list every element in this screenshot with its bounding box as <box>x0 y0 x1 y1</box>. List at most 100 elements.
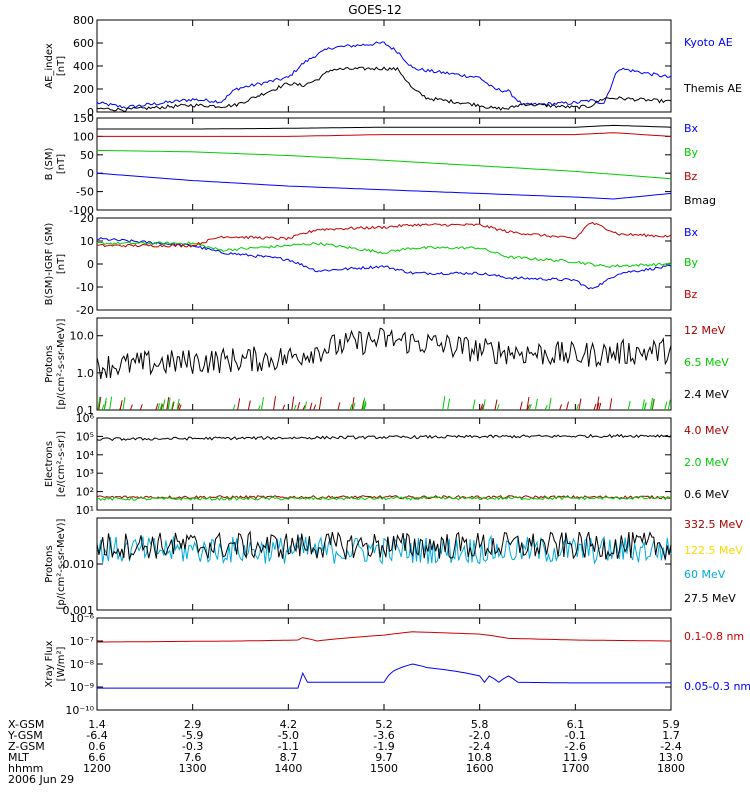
y-tick-label-2-4: 20 <box>80 212 94 225</box>
x-row-value-0-3: 5.2 <box>375 718 393 731</box>
series-spike-3-0-23 <box>598 402 602 411</box>
y-tick-label-4-3: 10⁴ <box>76 449 95 462</box>
y-tick-label-1-0: -100 <box>69 204 94 217</box>
y-axis-label-6-0: Xray Flux <box>44 640 55 687</box>
panel-frame-1 <box>96 117 672 211</box>
series-spike-3-0-8 <box>282 404 286 411</box>
series-spike-3-1-11 <box>482 399 486 411</box>
x-row-value-4-2: 1400 <box>274 762 302 775</box>
y-tick-label-0-3: 600 <box>73 37 94 50</box>
x-row-value-0-0: 1.4 <box>88 718 106 731</box>
series-spike-3-0-14 <box>309 402 313 411</box>
series-spike-3-1-31 <box>176 398 180 411</box>
series-line-4-2 <box>96 433 672 442</box>
series-spike-3-0-0 <box>291 396 295 411</box>
legend-entry-3-0: 12 MeV <box>684 324 726 337</box>
legend-entry-1-2: Bz <box>684 170 698 183</box>
series-spike-3-0-34 <box>178 404 182 411</box>
y-axis-label-0-0: AE_index <box>44 43 55 89</box>
series-line-2-0 <box>96 237 672 290</box>
x-row-value-4-4: 1600 <box>466 762 494 775</box>
series-spike-3-0-15 <box>527 404 530 411</box>
legend-entry-5-0: 332.5 MeV <box>684 518 743 531</box>
series-spike-3-0-16 <box>155 403 159 411</box>
x-row-value-2-5: -2.6 <box>565 740 586 753</box>
y-axis-label-6-1: [W/m²] <box>56 646 67 681</box>
series-spike-3-0-28 <box>247 400 251 411</box>
legend-entry-5-2: 60 MeV <box>684 568 726 581</box>
series-line-0-1 <box>96 66 672 112</box>
legend-entry-1-3: Bmag <box>684 194 716 207</box>
series-spike-3-0-37 <box>119 404 123 411</box>
y-tick-label-0-2: 400 <box>73 60 94 73</box>
series-line-1-1 <box>96 149 672 180</box>
y-tick-label-6-3: 10⁻⁷ <box>70 635 94 648</box>
legend-entry-3-1: 6.5 MeV <box>684 356 729 369</box>
series-spike-3-0-22 <box>481 404 485 411</box>
series-spike-3-1-19 <box>496 404 500 411</box>
x-row-value-3-6: 13.0 <box>659 751 684 764</box>
x-row-value-3-4: 10.8 <box>467 751 492 764</box>
legend-entry-2-0: Bx <box>684 226 699 239</box>
x-row-value-1-4: -2.0 <box>469 729 490 742</box>
series-spike-3-1-30 <box>650 397 654 411</box>
series-line-4-1 <box>96 495 672 502</box>
y-axis-label-5-1: [p/(cm²-s-sr-MeV)] <box>56 518 67 609</box>
series-spike-3-0-17 <box>129 404 133 411</box>
series-spike-3-1-34 <box>159 403 163 411</box>
y-tick-label-4-4: 10⁵ <box>76 430 94 443</box>
series-spike-3-1-21 <box>627 401 631 411</box>
y-tick-label-3-2: 10.0 <box>70 330 95 343</box>
x-row-value-0-1: 2.9 <box>184 718 202 731</box>
series-spike-3-0-6 <box>593 403 597 411</box>
y-tick-label-4-0: 10¹ <box>76 504 94 517</box>
series-spike-3-1-6 <box>349 404 353 411</box>
x-row-value-4-3: 1500 <box>370 762 398 775</box>
series-spike-3-1-20 <box>442 396 446 411</box>
legend-entry-5-1: 122.5 MeV <box>684 544 743 557</box>
series-spike-3-1-7 <box>667 399 671 411</box>
panel-frame-0 <box>96 19 672 113</box>
y-tick-label-2-1: -10 <box>76 281 94 294</box>
series-spike-3-1-35 <box>643 402 647 411</box>
series-spike-3-0-25 <box>302 405 306 411</box>
series-line-6-0 <box>96 631 671 643</box>
series-line-3-2 <box>96 327 672 380</box>
x-row-value-4-6: 1800 <box>657 762 685 775</box>
series-spike-3-0-20 <box>166 397 170 411</box>
x-row-value-2-2: -1.1 <box>278 740 299 753</box>
y-tick-label-1-4: 100 <box>73 130 94 143</box>
y-tick-label-6-2: 10⁻⁸ <box>70 658 95 671</box>
y-axis-label-1-0: B (SM) <box>44 147 55 180</box>
legend-entry-1-0: Bx <box>684 122 699 135</box>
y-tick-label-1-3: 50 <box>80 149 94 162</box>
series-line-6-1 <box>97 663 671 689</box>
y-axis-label-4-0: Electrons <box>44 441 55 487</box>
x-row-label-3: MLT <box>8 751 29 764</box>
series-line-5-3 <box>96 530 672 560</box>
x-row-value-3-1: 7.6 <box>184 751 202 764</box>
series-spike-3-0-38 <box>494 399 498 411</box>
legend-entry-6-0: 0.1-0.8 nm <box>684 630 744 643</box>
y-tick-label-0-1: 200 <box>73 83 94 96</box>
series-spike-3-1-16 <box>352 402 356 411</box>
y-tick-label-4-5: 10⁶ <box>76 412 95 425</box>
series-spike-3-1-24 <box>528 403 532 411</box>
series-spike-3-1-0 <box>103 397 107 411</box>
series-spike-3-0-32 <box>596 396 600 411</box>
series-spike-3-0-12 <box>559 404 563 411</box>
series-spike-3-0-9 <box>98 396 102 411</box>
legend-entry-5-3: 27.5 MeV <box>684 592 736 605</box>
legend-entry-1-1: By <box>684 146 699 159</box>
x-row-value-1-3: -3.6 <box>373 729 394 742</box>
x-row-value-3-0: 6.6 <box>88 751 106 764</box>
x-row-value-3-2: 8.7 <box>280 751 298 764</box>
x-row-value-0-4: 5.8 <box>471 718 489 731</box>
series-line-1-0 <box>96 172 672 200</box>
series-spike-3-1-1 <box>664 401 668 411</box>
series-spike-3-0-39 <box>609 398 613 411</box>
x-row-value-2-6: -2.4 <box>660 740 681 753</box>
series-spike-3-0-33 <box>139 404 143 411</box>
